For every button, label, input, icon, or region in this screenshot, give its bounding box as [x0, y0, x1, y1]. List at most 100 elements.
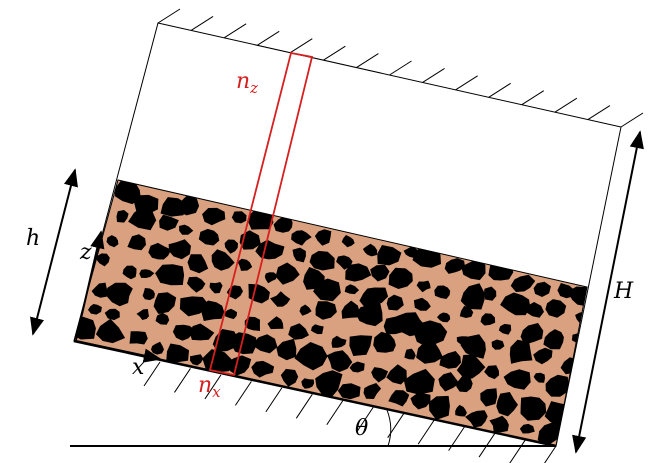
hatch-mark — [234, 381, 252, 406]
grain — [545, 374, 569, 397]
H-label: H — [613, 279, 634, 304]
grain — [202, 207, 226, 226]
grain — [91, 282, 111, 298]
grain — [267, 316, 284, 330]
hatch-mark — [417, 419, 435, 445]
measurement-column — [208, 51, 314, 377]
grain — [373, 331, 396, 353]
theta-label: θ — [355, 416, 368, 441]
grain — [344, 284, 360, 295]
grain — [331, 335, 347, 348]
grain — [404, 348, 416, 360]
hatch-mark — [204, 374, 222, 400]
grain — [198, 228, 220, 246]
grain — [311, 324, 324, 335]
grain — [211, 249, 235, 271]
grain — [460, 334, 486, 359]
grain — [106, 235, 119, 248]
grain — [488, 259, 514, 281]
grain — [510, 274, 536, 292]
grain — [465, 410, 488, 428]
grain — [248, 283, 270, 304]
grain — [270, 291, 291, 307]
grain — [155, 264, 185, 286]
grain — [264, 272, 278, 284]
hatch-mark — [223, 23, 247, 39]
x-axis-arrow — [75, 340, 162, 363]
hatch-mark — [256, 30, 280, 46]
H-dimension-arrow — [572, 130, 644, 454]
grain — [359, 287, 389, 308]
grain — [301, 378, 315, 389]
grain — [168, 239, 191, 260]
grain — [345, 263, 372, 282]
grain — [370, 264, 390, 282]
grain — [276, 338, 297, 361]
grain — [410, 393, 431, 410]
hatch-mark — [554, 97, 578, 113]
grain — [244, 316, 260, 331]
grain — [349, 335, 373, 356]
grain — [209, 282, 223, 294]
grain — [386, 294, 404, 311]
grain — [337, 383, 361, 400]
grain — [273, 216, 293, 233]
grain — [386, 364, 407, 385]
grain — [187, 254, 209, 274]
grain — [496, 392, 518, 417]
grain — [460, 283, 485, 310]
grain — [122, 265, 137, 280]
grain — [159, 214, 179, 231]
grain — [96, 253, 110, 267]
grain — [403, 368, 435, 395]
grain — [455, 404, 467, 417]
grain — [341, 235, 355, 248]
grain — [503, 369, 531, 390]
hatch-mark — [356, 53, 379, 68]
grain — [104, 308, 120, 321]
grain — [166, 343, 189, 363]
grain — [434, 285, 451, 299]
grain — [416, 280, 431, 293]
grain — [294, 342, 328, 371]
grain — [226, 355, 252, 376]
grain — [224, 308, 238, 320]
grain — [309, 250, 335, 271]
grain — [362, 243, 378, 257]
grain — [251, 334, 278, 354]
grain — [314, 229, 332, 246]
grain — [416, 341, 443, 364]
grain — [114, 180, 141, 205]
hatch-mark — [290, 38, 313, 54]
grain — [190, 354, 204, 366]
grain — [95, 318, 126, 344]
grain — [153, 292, 177, 314]
grain — [519, 423, 535, 434]
hatch-mark — [587, 105, 611, 120]
grain — [288, 323, 309, 340]
grain — [388, 267, 413, 289]
grain — [355, 303, 383, 327]
grain — [438, 372, 460, 392]
grain — [148, 242, 172, 260]
grain — [520, 323, 544, 345]
grain — [292, 247, 306, 263]
hatch-mark — [356, 406, 374, 432]
grain — [74, 316, 96, 340]
grain — [275, 262, 300, 285]
grain — [520, 396, 547, 421]
grain — [172, 324, 195, 341]
hatch-mark — [448, 426, 466, 451]
grain — [116, 210, 129, 223]
grain — [136, 309, 149, 320]
grain — [461, 258, 486, 281]
hatch-mark — [478, 432, 496, 458]
grain — [133, 194, 159, 215]
grain — [491, 339, 505, 350]
grain — [489, 415, 509, 433]
grain — [326, 350, 353, 373]
grain — [545, 299, 567, 318]
hatch-mark — [323, 45, 346, 61]
grain — [388, 390, 410, 407]
